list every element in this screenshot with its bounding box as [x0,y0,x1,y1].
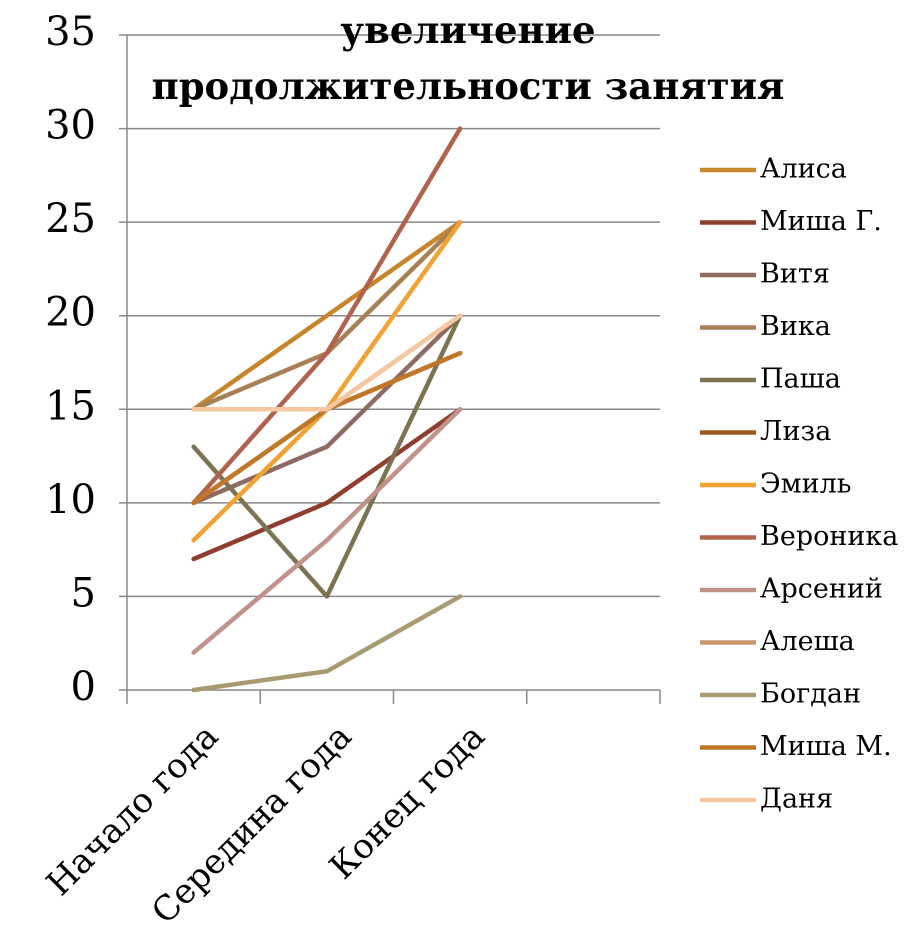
legend-label: Паша [760,364,841,395]
series-line [191,407,463,655]
y-tick-label: 10 [45,477,96,523]
legend-label: Алеша [760,626,855,657]
legend-label: Миша Г. [760,206,882,237]
series-line [191,313,463,506]
series-line [191,407,463,562]
y-tick-label: 20 [45,290,96,336]
legend-label: Алиса [760,154,847,185]
legend-label: Миша М. [760,731,892,762]
legend-label: Лиза [760,416,831,447]
y-tick-label: 25 [45,196,96,242]
series-line [191,219,463,412]
legend-label: Вика [760,311,831,342]
chart-title: увеличение продолжительности занятия [151,8,785,108]
series-line [191,126,463,506]
series-line [191,594,463,693]
series-line [191,350,463,506]
legend-label: Арсений [760,574,883,605]
y-tick-label: 35 [45,9,96,55]
legend-label: Витя [760,259,830,290]
legend-label: Богдан [760,679,861,710]
y-tick-label: 5 [71,570,96,616]
legend-label: Вероника [760,521,898,552]
legend-label: Даня [760,784,833,815]
series-line [191,313,463,412]
legend-label: Эмиль [760,469,852,500]
series-line [191,350,463,506]
y-tick-label: 30 [45,103,96,149]
y-tick-label: 0 [71,664,96,710]
y-tick-label: 15 [45,383,96,429]
